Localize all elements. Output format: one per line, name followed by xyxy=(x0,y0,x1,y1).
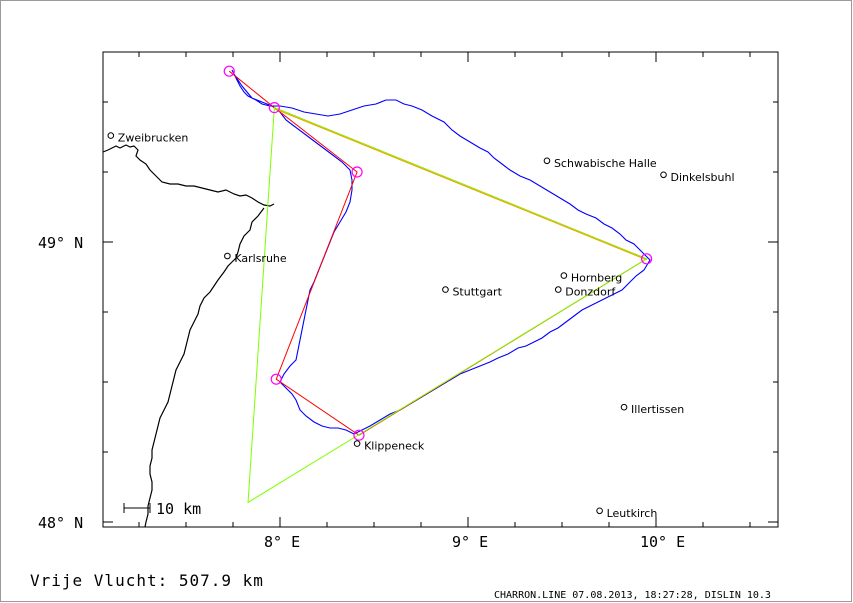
turnpoint-circle xyxy=(640,253,653,265)
x-axis-labels: 8° E 9° E 10° E xyxy=(264,533,685,551)
city-marker xyxy=(543,157,551,165)
y-axis-tick-label: 49° N xyxy=(38,234,83,252)
city-marker xyxy=(596,507,603,515)
route-red xyxy=(228,70,648,436)
turnpoints xyxy=(223,65,653,441)
city-label: Schwabische Halle xyxy=(554,157,657,170)
plot-frame xyxy=(102,51,779,528)
x-axis-tick-label: 10° E xyxy=(640,533,685,551)
route-orange xyxy=(274,108,647,261)
city-label: Hornberg xyxy=(571,272,622,285)
distance-label: Vrije Vlucht: 507.9 km xyxy=(30,571,264,590)
city-marker xyxy=(660,171,667,179)
city-label: Donzdorf xyxy=(565,286,616,299)
turnpoint-circle xyxy=(351,166,363,178)
route-green xyxy=(247,106,648,504)
turnpoint-circle xyxy=(270,373,282,385)
route-lines xyxy=(228,70,648,504)
border-line xyxy=(102,144,275,528)
turnpoint-circle xyxy=(353,429,365,441)
city-marker xyxy=(442,286,449,293)
city-marker xyxy=(554,286,562,293)
city-marker xyxy=(353,440,361,447)
city-marker xyxy=(620,403,628,411)
y-axis-tick-label: 48° N xyxy=(38,514,83,532)
y-axis-labels: 49° N 48° N xyxy=(38,234,83,532)
x-axis-tick-label: 9° E xyxy=(452,533,488,551)
city-label: Karlsruhe xyxy=(234,252,287,265)
turnpoint-circle xyxy=(268,101,280,114)
minor-ticks xyxy=(103,52,778,527)
city-label: Leutkirch xyxy=(607,507,658,520)
flight-track xyxy=(231,69,651,435)
city-label: Klippeneck xyxy=(364,440,425,453)
city-label: Dinkelsbuhl xyxy=(671,171,735,184)
turnpoint-circle xyxy=(223,65,235,77)
x-axis-tick-label: 8° E xyxy=(264,533,300,551)
city-marker xyxy=(224,252,231,260)
city-label: Stuttgart xyxy=(452,286,502,299)
city-marker xyxy=(107,132,115,139)
footer-info: CHARRON.LINE 07.08.2013, 18:27:28, DISLI… xyxy=(494,590,771,601)
scale-bar: 10 km xyxy=(123,500,201,518)
city-label: Zweibrucken xyxy=(118,132,189,145)
city-label: Illertissen xyxy=(631,403,684,416)
city-markers: Zweibrucken Karlsruhe Stuttgart Schwabische… xyxy=(107,132,735,520)
city-marker xyxy=(560,272,568,279)
scale-bar-label: 10 km xyxy=(156,500,201,518)
